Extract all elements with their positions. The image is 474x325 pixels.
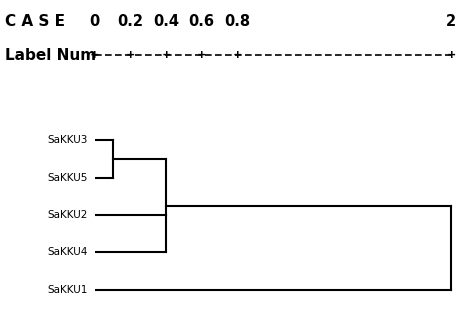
Text: SaKKU3: SaKKU3 bbox=[47, 135, 88, 145]
Text: 0.4: 0.4 bbox=[153, 14, 179, 29]
Text: 0.2: 0.2 bbox=[118, 14, 144, 29]
Text: 2: 2 bbox=[446, 14, 456, 29]
Text: +: + bbox=[127, 49, 134, 62]
Text: SaKKU4: SaKKU4 bbox=[47, 247, 88, 257]
Text: SaKKU2: SaKKU2 bbox=[47, 210, 88, 220]
Text: SaKKU1: SaKKU1 bbox=[47, 285, 88, 294]
Text: Label Num: Label Num bbox=[5, 48, 96, 63]
Text: +: + bbox=[234, 49, 241, 62]
Text: +: + bbox=[198, 49, 205, 62]
Text: SaKKU5: SaKKU5 bbox=[47, 173, 88, 183]
Text: 0.6: 0.6 bbox=[189, 14, 215, 29]
Text: 0.8: 0.8 bbox=[224, 14, 250, 29]
Text: +: + bbox=[447, 49, 455, 62]
Text: +: + bbox=[162, 49, 170, 62]
Text: +: + bbox=[91, 49, 99, 62]
Text: 0: 0 bbox=[90, 14, 100, 29]
Text: C A S E: C A S E bbox=[5, 14, 65, 29]
